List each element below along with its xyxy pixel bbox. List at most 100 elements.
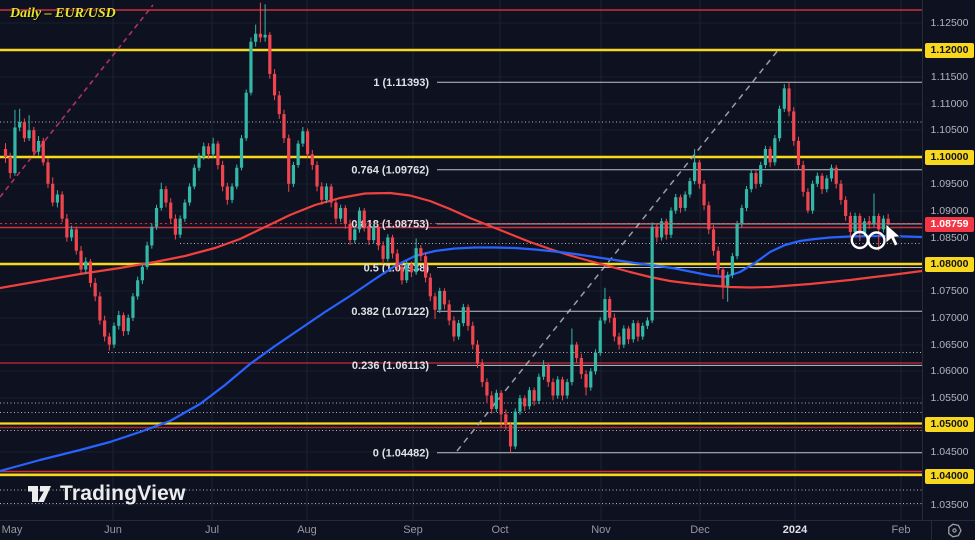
candle [584, 374, 588, 388]
price-axis[interactable]: 1.13000 1.12500 1.12000 1.11500 1.11000 1.105… [922, 0, 975, 520]
candle [669, 210, 673, 235]
price-tick: 1.07000 [930, 311, 969, 324]
candle [216, 143, 220, 166]
candle [754, 173, 758, 184]
price-tick: 1.05000 [925, 416, 974, 432]
candle [69, 229, 74, 238]
price-tick: 1.06000 [930, 364, 969, 377]
candle [272, 73, 277, 96]
candle [518, 398, 522, 412]
price-tick: 1.11000 [930, 97, 969, 110]
candle [395, 253, 399, 267]
chart-title: Daily – EUR/USD [10, 6, 116, 21]
candle [806, 191, 810, 211]
candle [508, 425, 513, 447]
candle [206, 146, 211, 155]
candle [801, 165, 805, 192]
candle [357, 210, 362, 230]
candle [589, 371, 593, 388]
candle [867, 221, 871, 224]
time-tick: Sep [403, 524, 423, 536]
price-tick: 1.05500 [930, 391, 969, 404]
candle [164, 189, 168, 203]
candle [593, 352, 598, 372]
candle [674, 197, 678, 211]
mouse-cursor-icon [885, 223, 901, 247]
candle [485, 382, 489, 396]
candle [386, 237, 390, 259]
candle [650, 226, 654, 321]
candle [348, 224, 352, 241]
candle [716, 250, 720, 270]
price-tick: 1.12000 [925, 42, 974, 58]
candle [877, 215, 881, 230]
candle [560, 379, 565, 396]
candle [98, 296, 102, 321]
price-tick: 1.08500 [930, 231, 969, 244]
candle [678, 197, 683, 208]
candle [721, 269, 725, 286]
time-tick: Feb [891, 524, 911, 536]
candle [763, 148, 768, 166]
candle [617, 336, 621, 345]
candle [419, 248, 423, 257]
price-tick: 1.04000 [925, 468, 974, 484]
axis-settings-cell [931, 521, 975, 540]
candle [55, 194, 60, 203]
candle [749, 173, 753, 190]
candle [414, 248, 418, 273]
candle [636, 323, 640, 337]
candle [537, 376, 541, 401]
candle [513, 411, 517, 447]
chart-canvas[interactable]: 1 (1.11393) 0.764 (1.09762) 0.618 (1.08753… [0, 0, 922, 520]
candle [36, 140, 41, 152]
dashed-trendline [456, 48, 780, 452]
candle [570, 344, 574, 383]
candle [688, 181, 692, 195]
candle [353, 229, 357, 241]
candle [145, 245, 149, 267]
candle [834, 167, 838, 184]
candle [546, 366, 550, 383]
candle [310, 154, 314, 166]
candle [744, 189, 749, 208]
candle [792, 111, 796, 141]
candle [150, 226, 154, 246]
candle [305, 131, 310, 155]
candle [79, 250, 83, 270]
candle [622, 328, 626, 345]
candle [872, 215, 876, 224]
candle [858, 215, 862, 234]
time-axis[interactable]: May Jun Jul Aug Sep Oct Nov Dec 2024 Feb [0, 520, 975, 540]
price-chart[interactable]: 1 (1.11393) 0.764 (1.09762) 0.618 (1.08753… [0, 0, 922, 520]
candle [315, 165, 319, 187]
candle [249, 41, 253, 93]
price-tick: 1.06500 [930, 338, 969, 351]
candle [697, 162, 701, 184]
candle [3, 148, 8, 157]
candle [372, 226, 376, 241]
candle [471, 325, 475, 345]
candle [192, 167, 196, 187]
gear-icon[interactable] [947, 523, 962, 538]
candle [423, 256, 428, 278]
candle [433, 296, 437, 310]
candle [844, 199, 848, 216]
candle [787, 88, 791, 112]
candle [390, 237, 395, 254]
candle [296, 143, 300, 166]
price-tick: 1.13000 [923, 0, 975, 4]
candle [862, 221, 867, 234]
candle [631, 323, 635, 340]
candle [117, 315, 121, 326]
candle [641, 325, 645, 337]
candle [287, 138, 291, 184]
candle [41, 140, 45, 163]
candle [480, 363, 484, 383]
candle [74, 229, 78, 251]
candle [579, 358, 583, 375]
candle [759, 165, 763, 184]
candle [768, 148, 772, 163]
candle [154, 207, 159, 227]
candle [235, 167, 239, 187]
